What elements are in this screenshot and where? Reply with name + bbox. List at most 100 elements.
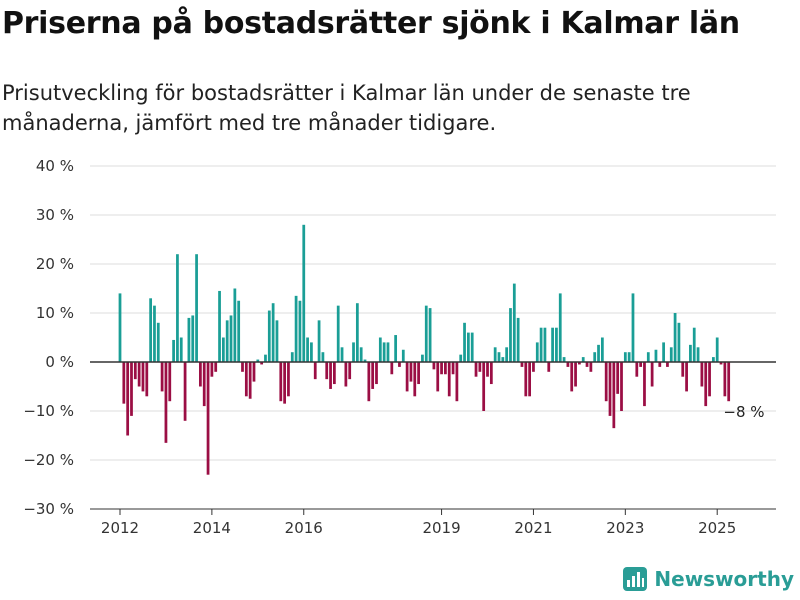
bar <box>176 254 179 362</box>
bar <box>191 315 195 362</box>
bar <box>616 362 620 394</box>
bar <box>666 362 669 367</box>
bar <box>704 362 708 407</box>
bar <box>474 362 478 377</box>
bar <box>566 362 570 367</box>
logo-text: Newsworthy <box>654 567 794 591</box>
bar <box>639 362 643 367</box>
bar <box>589 362 593 372</box>
bar <box>355 303 359 362</box>
y-tick-label: 30 % <box>36 206 74 224</box>
bar <box>539 327 543 362</box>
bar <box>375 362 378 385</box>
bar <box>466 332 470 362</box>
x-tick-label: 2023 <box>606 519 644 537</box>
bar <box>187 317 191 362</box>
bar <box>156 322 160 362</box>
bar <box>221 337 225 362</box>
bar <box>482 362 486 411</box>
bar <box>126 362 130 436</box>
bar <box>401 349 405 362</box>
bar <box>264 354 267 362</box>
bar <box>290 352 294 362</box>
x-tick-label: 2025 <box>698 519 736 537</box>
bar <box>271 303 275 362</box>
bar <box>287 362 290 397</box>
bar <box>133 362 137 380</box>
newsworthy-logo: Newsworthy <box>622 566 794 592</box>
bar <box>321 352 325 362</box>
bar <box>160 362 164 392</box>
bar <box>122 362 126 404</box>
bar <box>275 320 279 362</box>
bar <box>669 347 673 362</box>
bar <box>382 342 386 362</box>
y-tick-label: 0 % <box>45 353 74 371</box>
bar <box>451 362 455 375</box>
bar <box>199 362 202 387</box>
bar <box>260 362 264 365</box>
bar <box>478 362 482 372</box>
bar <box>685 362 688 392</box>
bar <box>325 362 329 380</box>
y-tick-label: 20 % <box>36 255 74 273</box>
bar <box>501 357 505 362</box>
bar <box>520 362 524 367</box>
bar <box>528 362 531 397</box>
bar <box>432 362 436 370</box>
bar <box>130 362 133 416</box>
bar <box>623 352 627 362</box>
bar <box>172 339 175 362</box>
bar <box>363 359 367 362</box>
bar <box>715 337 719 362</box>
bar <box>689 344 692 362</box>
bar <box>417 362 420 385</box>
bar <box>386 342 390 362</box>
bar <box>267 310 271 362</box>
bar <box>413 362 417 397</box>
y-tick-label: 10 % <box>36 304 74 322</box>
bar <box>692 327 696 362</box>
bar <box>436 362 440 392</box>
bar <box>727 362 731 402</box>
bar <box>509 308 512 362</box>
bar <box>195 254 198 362</box>
bar <box>149 298 153 362</box>
bar <box>218 290 221 362</box>
bar <box>394 335 398 362</box>
bar <box>333 362 336 385</box>
bar <box>708 362 711 397</box>
bar <box>719 362 723 365</box>
bar <box>608 362 612 416</box>
bar <box>459 354 463 362</box>
bar <box>137 362 141 387</box>
bar <box>585 362 589 367</box>
bar <box>371 362 375 389</box>
bar <box>229 315 233 362</box>
bar <box>620 362 623 411</box>
bar <box>673 313 677 362</box>
bar <box>145 362 149 397</box>
bar <box>164 362 168 443</box>
x-tick-label: 2014 <box>193 519 231 537</box>
bars <box>118 224 731 475</box>
bar <box>547 362 551 372</box>
bar <box>570 362 574 392</box>
bar <box>696 347 700 362</box>
bar <box>650 362 654 387</box>
x-axis: 2012 2014 2016 2019 2021 2023 2025 <box>90 361 776 537</box>
bar <box>493 347 497 362</box>
bar <box>512 283 516 362</box>
bar <box>463 322 466 362</box>
bar <box>214 362 218 372</box>
bar <box>677 322 681 362</box>
y-tick-label: −10 % <box>23 402 74 420</box>
y-tick-label: −30 % <box>23 500 74 518</box>
latest-value-annotation: −8 % <box>723 403 764 421</box>
bar <box>348 362 352 380</box>
y-tick-label: 40 % <box>36 157 74 175</box>
bar <box>524 362 528 397</box>
bar <box>398 362 401 367</box>
bar <box>344 362 348 387</box>
bar <box>244 362 248 397</box>
